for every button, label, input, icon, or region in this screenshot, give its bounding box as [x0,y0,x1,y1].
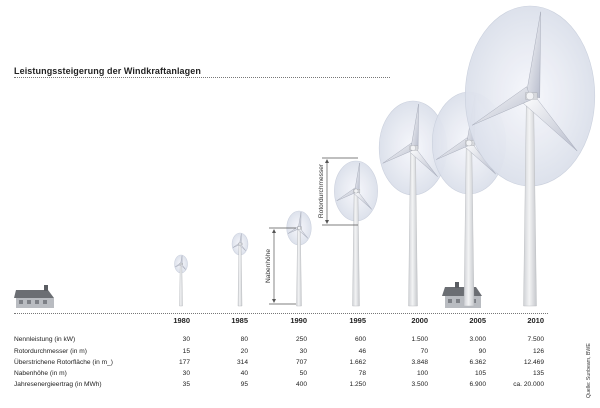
wind-turbine-1995 [334,160,378,307]
year-header-2010: 2010 [527,316,544,325]
table-row: Nabenhöhe (in m) 30 40 50 78 100 105 135 [0,370,600,381]
year-header-1980: 1980 [173,316,190,325]
table-cell: 600 [354,336,366,343]
table-cell: 1.662 [349,359,366,366]
house-icon [14,285,54,308]
table-cell: 400 [295,381,307,388]
title-divider [14,77,390,78]
table-cell: 105 [474,370,486,377]
table-cell: 1.500 [411,336,428,343]
table-cell: 12.469 [523,359,544,366]
table-cell: 3.000 [469,336,486,343]
table-cell: 50 [299,370,307,377]
table-cell: 20 [240,348,248,355]
table-row: Überstrichene Rotorfläche (in m_) 177 314 7… [0,359,600,370]
year-header-1995: 1995 [349,316,366,325]
table-row: Nennleistung (in kW) 30 80 250 600 1.500 3.000… [0,336,600,347]
year-header-1990: 1990 [290,316,307,325]
wind-turbine-1985 [231,232,249,307]
table-cell: 3.500 [411,381,428,388]
table-cell: 250 [295,336,307,343]
row-label: Überstrichene Rotorfläche (in m_) [14,359,113,366]
table-cell: 707 [295,359,307,366]
table-divider [14,313,548,314]
table-cell: 46 [358,348,366,355]
row-label: Rotordurchmesser (in m) [14,348,87,355]
table-cell: 30 [299,348,307,355]
rotor-diameter-dimension [322,157,358,226]
table-cell: 30 [182,336,190,343]
table-cell: 78 [358,370,366,377]
wind-turbine-2000 [378,100,448,307]
wind-turbine-1990 [286,210,312,307]
table-cell: ca. 20.000 [513,381,544,388]
row-label: Nennleistung (in kW) [14,336,76,343]
hub-height-dimension [269,227,296,305]
table-cell: 1.250 [349,381,366,388]
table-cell: 3.848 [411,359,428,366]
page-title: Leistungssteigerung der Windkraftanlagen [14,66,201,76]
rotor-diameter-label: Rotordurchmesser [318,163,325,218]
table-cell: 40 [240,370,248,377]
table-cell: 126 [532,348,544,355]
year-header-2005: 2005 [469,316,486,325]
table-cell: 100 [416,370,428,377]
hub-height-label: Nabenhöhe [265,249,272,283]
source-note: Quelle: Sunbeam, BWE [586,343,592,398]
table-row: Jahresenergieertrag (in MWh) 35 95 400 1.250… [0,381,600,392]
table-cell: 35 [182,381,190,388]
table-cell: 90 [478,348,486,355]
table-cell: 7.500 [527,336,544,343]
table-cell: 95 [240,381,248,388]
table-cell: 15 [182,348,190,355]
table-row: Rotordurchmesser (in m) 15 20 30 46 70 90 126 [0,348,600,359]
table-cell: 314 [236,359,248,366]
year-header-2000: 2000 [411,316,428,325]
table-cell: 135 [532,370,544,377]
table-cell: 80 [240,336,248,343]
table-cell: 70 [420,348,428,355]
row-label: Nabenhöhe (in m) [14,370,67,377]
table-cell: 30 [182,370,190,377]
wind-turbine-1980 [174,254,188,307]
row-label: Jahresenergieertrag (in MWh) [14,381,102,388]
table-cell: 6.900 [469,381,486,388]
house-icon [442,282,482,308]
year-header: 1980 1985 1990 1995 2000 2005 2010 [0,316,600,328]
wind-turbine-illustration: Nabenhöhe Rotordurchmesser [14,5,596,308]
table-cell: 6.362 [469,359,486,366]
wind-turbine-2010 [464,5,596,307]
year-header-1985: 1985 [231,316,248,325]
table-cell: 177 [178,359,190,366]
